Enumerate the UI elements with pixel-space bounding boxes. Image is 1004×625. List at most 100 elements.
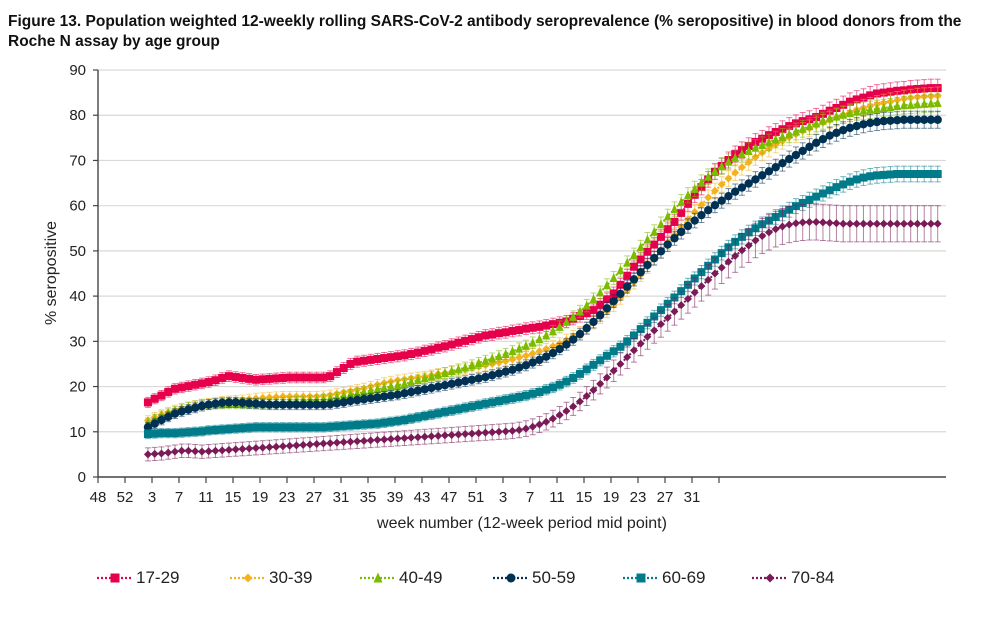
data-point xyxy=(602,304,612,313)
data-point xyxy=(373,419,382,428)
data-point xyxy=(427,345,436,354)
data-point xyxy=(150,449,159,458)
data-point xyxy=(278,442,287,451)
data-point xyxy=(447,430,456,439)
data-point xyxy=(245,444,254,453)
data-point xyxy=(366,420,375,429)
data-point xyxy=(238,444,247,453)
data-point xyxy=(150,419,159,428)
data-point xyxy=(582,309,591,318)
data-point xyxy=(623,271,632,280)
data-point xyxy=(440,431,449,440)
data-point xyxy=(697,177,706,187)
data-point xyxy=(251,444,260,453)
data-point xyxy=(859,219,868,228)
data-point xyxy=(751,142,760,152)
data-point xyxy=(481,399,490,408)
data-point xyxy=(400,389,409,398)
x-axis-label: week number (12-week period mid point) xyxy=(376,515,667,532)
data-point xyxy=(393,352,402,361)
data-point xyxy=(380,418,389,427)
data-point xyxy=(913,115,922,124)
x-tick-label: 15 xyxy=(225,489,242,506)
data-point xyxy=(886,170,895,179)
data-point xyxy=(339,438,348,447)
data-point xyxy=(589,306,598,315)
legend-label: 50-59 xyxy=(532,568,576,587)
data-point xyxy=(629,275,639,284)
data-point xyxy=(785,154,794,164)
data-point xyxy=(224,398,234,407)
data-point xyxy=(170,409,180,418)
data-point xyxy=(143,398,152,407)
data-point xyxy=(211,446,220,455)
data-point xyxy=(582,365,591,374)
data-point xyxy=(407,414,416,423)
x-tick-label: 31 xyxy=(684,489,701,506)
data-point xyxy=(434,409,443,418)
data-point xyxy=(839,109,848,119)
data-point xyxy=(407,377,416,387)
data-point xyxy=(832,183,841,192)
data-point xyxy=(143,450,152,459)
data-point xyxy=(818,134,828,144)
x-tick-label: 19 xyxy=(252,489,269,506)
data-point xyxy=(920,115,929,124)
data-point xyxy=(737,149,746,159)
data-point xyxy=(616,359,625,368)
data-point xyxy=(380,382,389,392)
data-point xyxy=(454,338,463,347)
y-tick-label: 50 xyxy=(69,243,86,260)
data-point xyxy=(157,429,166,438)
data-point xyxy=(845,97,854,106)
y-tick-label: 0 xyxy=(78,469,86,486)
data-point xyxy=(218,373,227,382)
data-point xyxy=(508,346,517,356)
data-point xyxy=(359,420,368,429)
data-point xyxy=(292,373,301,382)
data-point xyxy=(650,312,659,321)
data-point xyxy=(467,375,477,384)
data-point xyxy=(778,158,787,168)
x-tick-label: 15 xyxy=(576,489,593,506)
data-point xyxy=(879,219,888,228)
data-point xyxy=(690,216,699,225)
data-point xyxy=(218,446,227,455)
data-point xyxy=(535,334,544,344)
data-point xyxy=(467,429,476,438)
data-point xyxy=(393,416,402,425)
data-point xyxy=(143,430,152,439)
x-tick-label: 39 xyxy=(387,489,404,506)
data-point xyxy=(791,150,801,160)
data-point xyxy=(474,374,483,383)
data-point xyxy=(434,369,443,379)
data-point xyxy=(636,255,645,264)
data-point xyxy=(805,195,814,204)
data-point xyxy=(596,300,605,309)
data-point xyxy=(191,427,200,436)
data-point xyxy=(899,100,908,110)
data-point xyxy=(872,103,881,113)
data-point xyxy=(380,435,389,444)
data-point xyxy=(818,189,827,198)
data-point xyxy=(265,443,274,452)
data-point xyxy=(440,342,449,351)
data-point xyxy=(353,420,362,429)
legend-item-60-69: 60-69 xyxy=(623,565,705,591)
data-point xyxy=(866,91,875,100)
x-tick-label: 19 xyxy=(603,489,620,506)
data-point xyxy=(515,425,524,434)
data-point xyxy=(164,429,173,438)
data-point xyxy=(359,436,368,445)
data-point xyxy=(515,392,524,401)
data-point xyxy=(400,351,409,360)
data-point xyxy=(771,225,780,234)
data-point xyxy=(677,227,686,237)
data-point xyxy=(542,385,551,394)
data-point xyxy=(818,115,827,125)
data-point xyxy=(839,125,848,135)
x-tick-label: 3 xyxy=(148,489,156,506)
data-point xyxy=(488,398,497,407)
data-point xyxy=(548,414,557,423)
data-point xyxy=(636,325,645,334)
